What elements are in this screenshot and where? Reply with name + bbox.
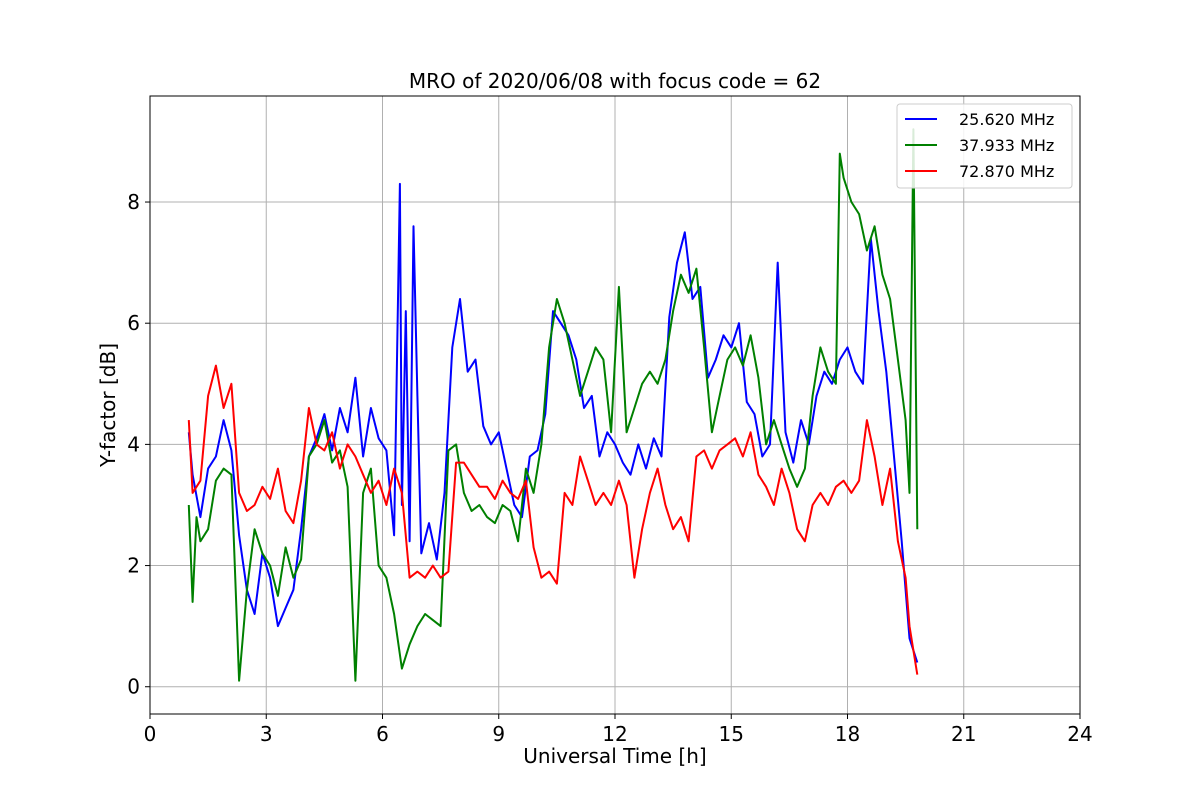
series-group <box>187 128 919 682</box>
x-axis-label: Universal Time [h] <box>523 744 706 768</box>
y-tick-label: 6 <box>127 311 140 335</box>
chart-title: MRO of 2020/06/08 with focus code = 62 <box>409 69 821 93</box>
x-tick-label: 0 <box>144 722 157 746</box>
y-tick-label: 0 <box>127 675 140 699</box>
x-tick-label: 9 <box>492 722 505 746</box>
x-tick-label: 6 <box>376 722 389 746</box>
x-tick-label: 21 <box>951 722 976 746</box>
plot-area <box>187 128 919 682</box>
x-tick-label: 18 <box>835 722 860 746</box>
series-line-3 <box>187 364 919 675</box>
legend-box <box>896 103 1073 189</box>
series-line-2 <box>187 128 919 682</box>
legend-label: 72.870 MHz <box>959 162 1054 181</box>
y-tick-label: 4 <box>127 432 140 456</box>
x-tick-label: 15 <box>719 722 744 746</box>
y-ticks: 0 2 4 6 8 <box>127 190 150 699</box>
y-tick-label: 2 <box>127 554 140 578</box>
x-ticks: 0 3 6 9 12 15 18 21 24 <box>144 714 1093 746</box>
x-tick-label: 24 <box>1067 722 1092 746</box>
x-tick-label: 3 <box>260 722 273 746</box>
legend-label: 37.933 MHz <box>959 136 1054 155</box>
series-line-1 <box>187 182 919 663</box>
y-tick-label: 8 <box>127 190 140 214</box>
y-axis-label: Y-factor [dB] <box>96 343 120 468</box>
x-tick-label: 12 <box>602 722 627 746</box>
legend: 25.620 MHz 37.933 MHz 72.870 MHz <box>896 103 1073 189</box>
legend-label: 25.620 MHz <box>959 110 1054 129</box>
